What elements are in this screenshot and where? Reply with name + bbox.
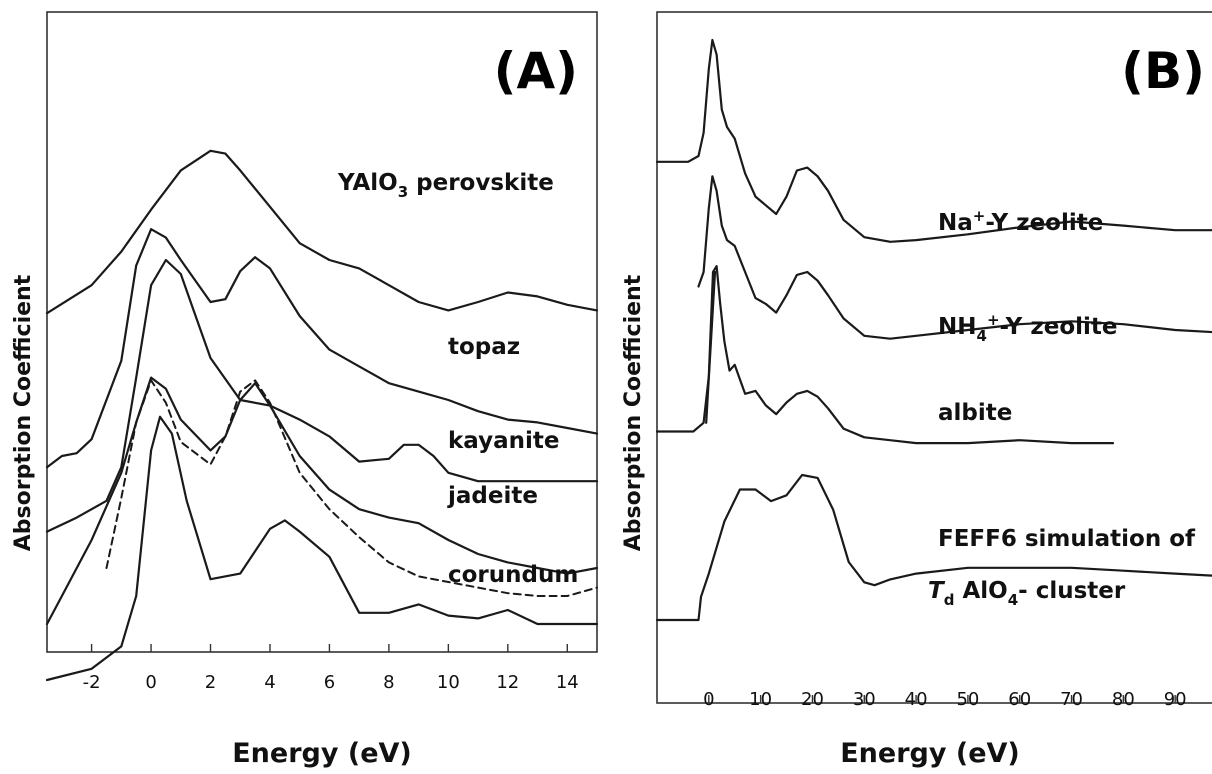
panel-b-x-tick-label-6: 60	[1008, 689, 1031, 710]
panel-b-x-tick-label-0: 0	[703, 689, 714, 710]
series-label-topaz: topaz	[448, 334, 520, 360]
panel-b-y-axis-label: Absorption Coefficient	[621, 274, 646, 551]
panel-b-label: (B)	[1121, 42, 1205, 100]
panel-a-series-line-4	[105, 379, 598, 597]
panel-a-curves	[45, 149, 599, 682]
panel-b-x-tick-label-1: 10	[749, 689, 772, 710]
panel-a-series-line-0	[45, 149, 599, 315]
panel-b-ticks: 0 10 20 30 40 50 60 70 80 90	[703, 689, 1187, 710]
panel-a-series-line-3	[45, 376, 599, 626]
series-label-feff6-line2: Td AlO4- cluster	[928, 578, 1126, 609]
panel-b-frame	[656, 11, 1212, 704]
series-label-kayanite: kayanite	[448, 428, 559, 454]
panel-b-x-tick-label-2: 20	[801, 689, 824, 710]
panel-a-label: (A)	[494, 42, 578, 100]
panel-a-x-tick-label-3: 4	[264, 672, 275, 693]
panel-a-frame	[46, 11, 598, 653]
series-label-nh4-y-zeolite: NH4+-Y zeolite	[938, 311, 1118, 345]
panel-a-x-tick-label-8: 14	[556, 672, 579, 693]
panel-b-x-tick-label-9: 90	[1164, 689, 1187, 710]
series-label-yalo3: YAlO3 perovskite	[337, 170, 554, 201]
panel-a-x-tick-label-6: 10	[437, 672, 460, 693]
panel-a-ticks: -2 0 2 4 6 8 10 12 14	[83, 644, 579, 693]
panel-b: 0 10 20 30 40 50 60 70 80 90 (B) Energy (eV) Abso…	[621, 11, 1212, 769]
panel-b-x-tick-label-4: 40	[905, 689, 928, 710]
series-label-albite: albite	[938, 400, 1012, 426]
panel-b-series-line-4	[705, 270, 717, 424]
panel-b-x-tick-label-8: 80	[1112, 689, 1135, 710]
panel-b-series-line-0	[655, 38, 1212, 243]
panel-a-x-tick-label-2: 2	[205, 672, 216, 693]
series-label-corundum: corundum	[448, 562, 578, 588]
panel-a-x-tick-label-0: -2	[83, 672, 101, 693]
panel-b-x-tick-label-7: 70	[1060, 689, 1083, 710]
series-label-na-y-zeolite: Na+-Y zeolite	[938, 207, 1103, 236]
panel-a-series-line-2	[45, 258, 599, 533]
panel-b-curves	[655, 38, 1212, 622]
panel-a-x-tick-label-5: 8	[383, 672, 394, 693]
panel-b-x-axis-label: Energy (eV)	[840, 738, 1020, 769]
panel-a-x-tick-label-7: 12	[496, 672, 519, 693]
panel-b-series-line-3	[655, 473, 1212, 622]
panel-a-x-axis-label: Energy (eV)	[232, 738, 412, 769]
panel-b-x-tick-label-3: 30	[853, 689, 876, 710]
series-label-jadeite: jadeite	[447, 483, 538, 509]
panel-a-series-line-1	[45, 228, 599, 469]
panel-b-series-line-1	[697, 175, 1212, 340]
panel-a: -2 0 2 4 6 8 10 12 14 (A) Energy (eV) Absorption…	[11, 11, 599, 769]
series-label-feff6-line1: FEFF6 simulation of	[938, 526, 1196, 552]
panel-b-series-line-2	[655, 265, 1115, 445]
panel-a-x-tick-label-4: 6	[324, 672, 335, 693]
panel-a-y-axis-label: Absorption Coefficient	[11, 274, 36, 551]
panel-a-x-tick-label-1: 0	[145, 672, 156, 693]
panel-b-x-tick-label-5: 50	[956, 689, 979, 710]
panel-a-series-line-5	[45, 415, 599, 682]
